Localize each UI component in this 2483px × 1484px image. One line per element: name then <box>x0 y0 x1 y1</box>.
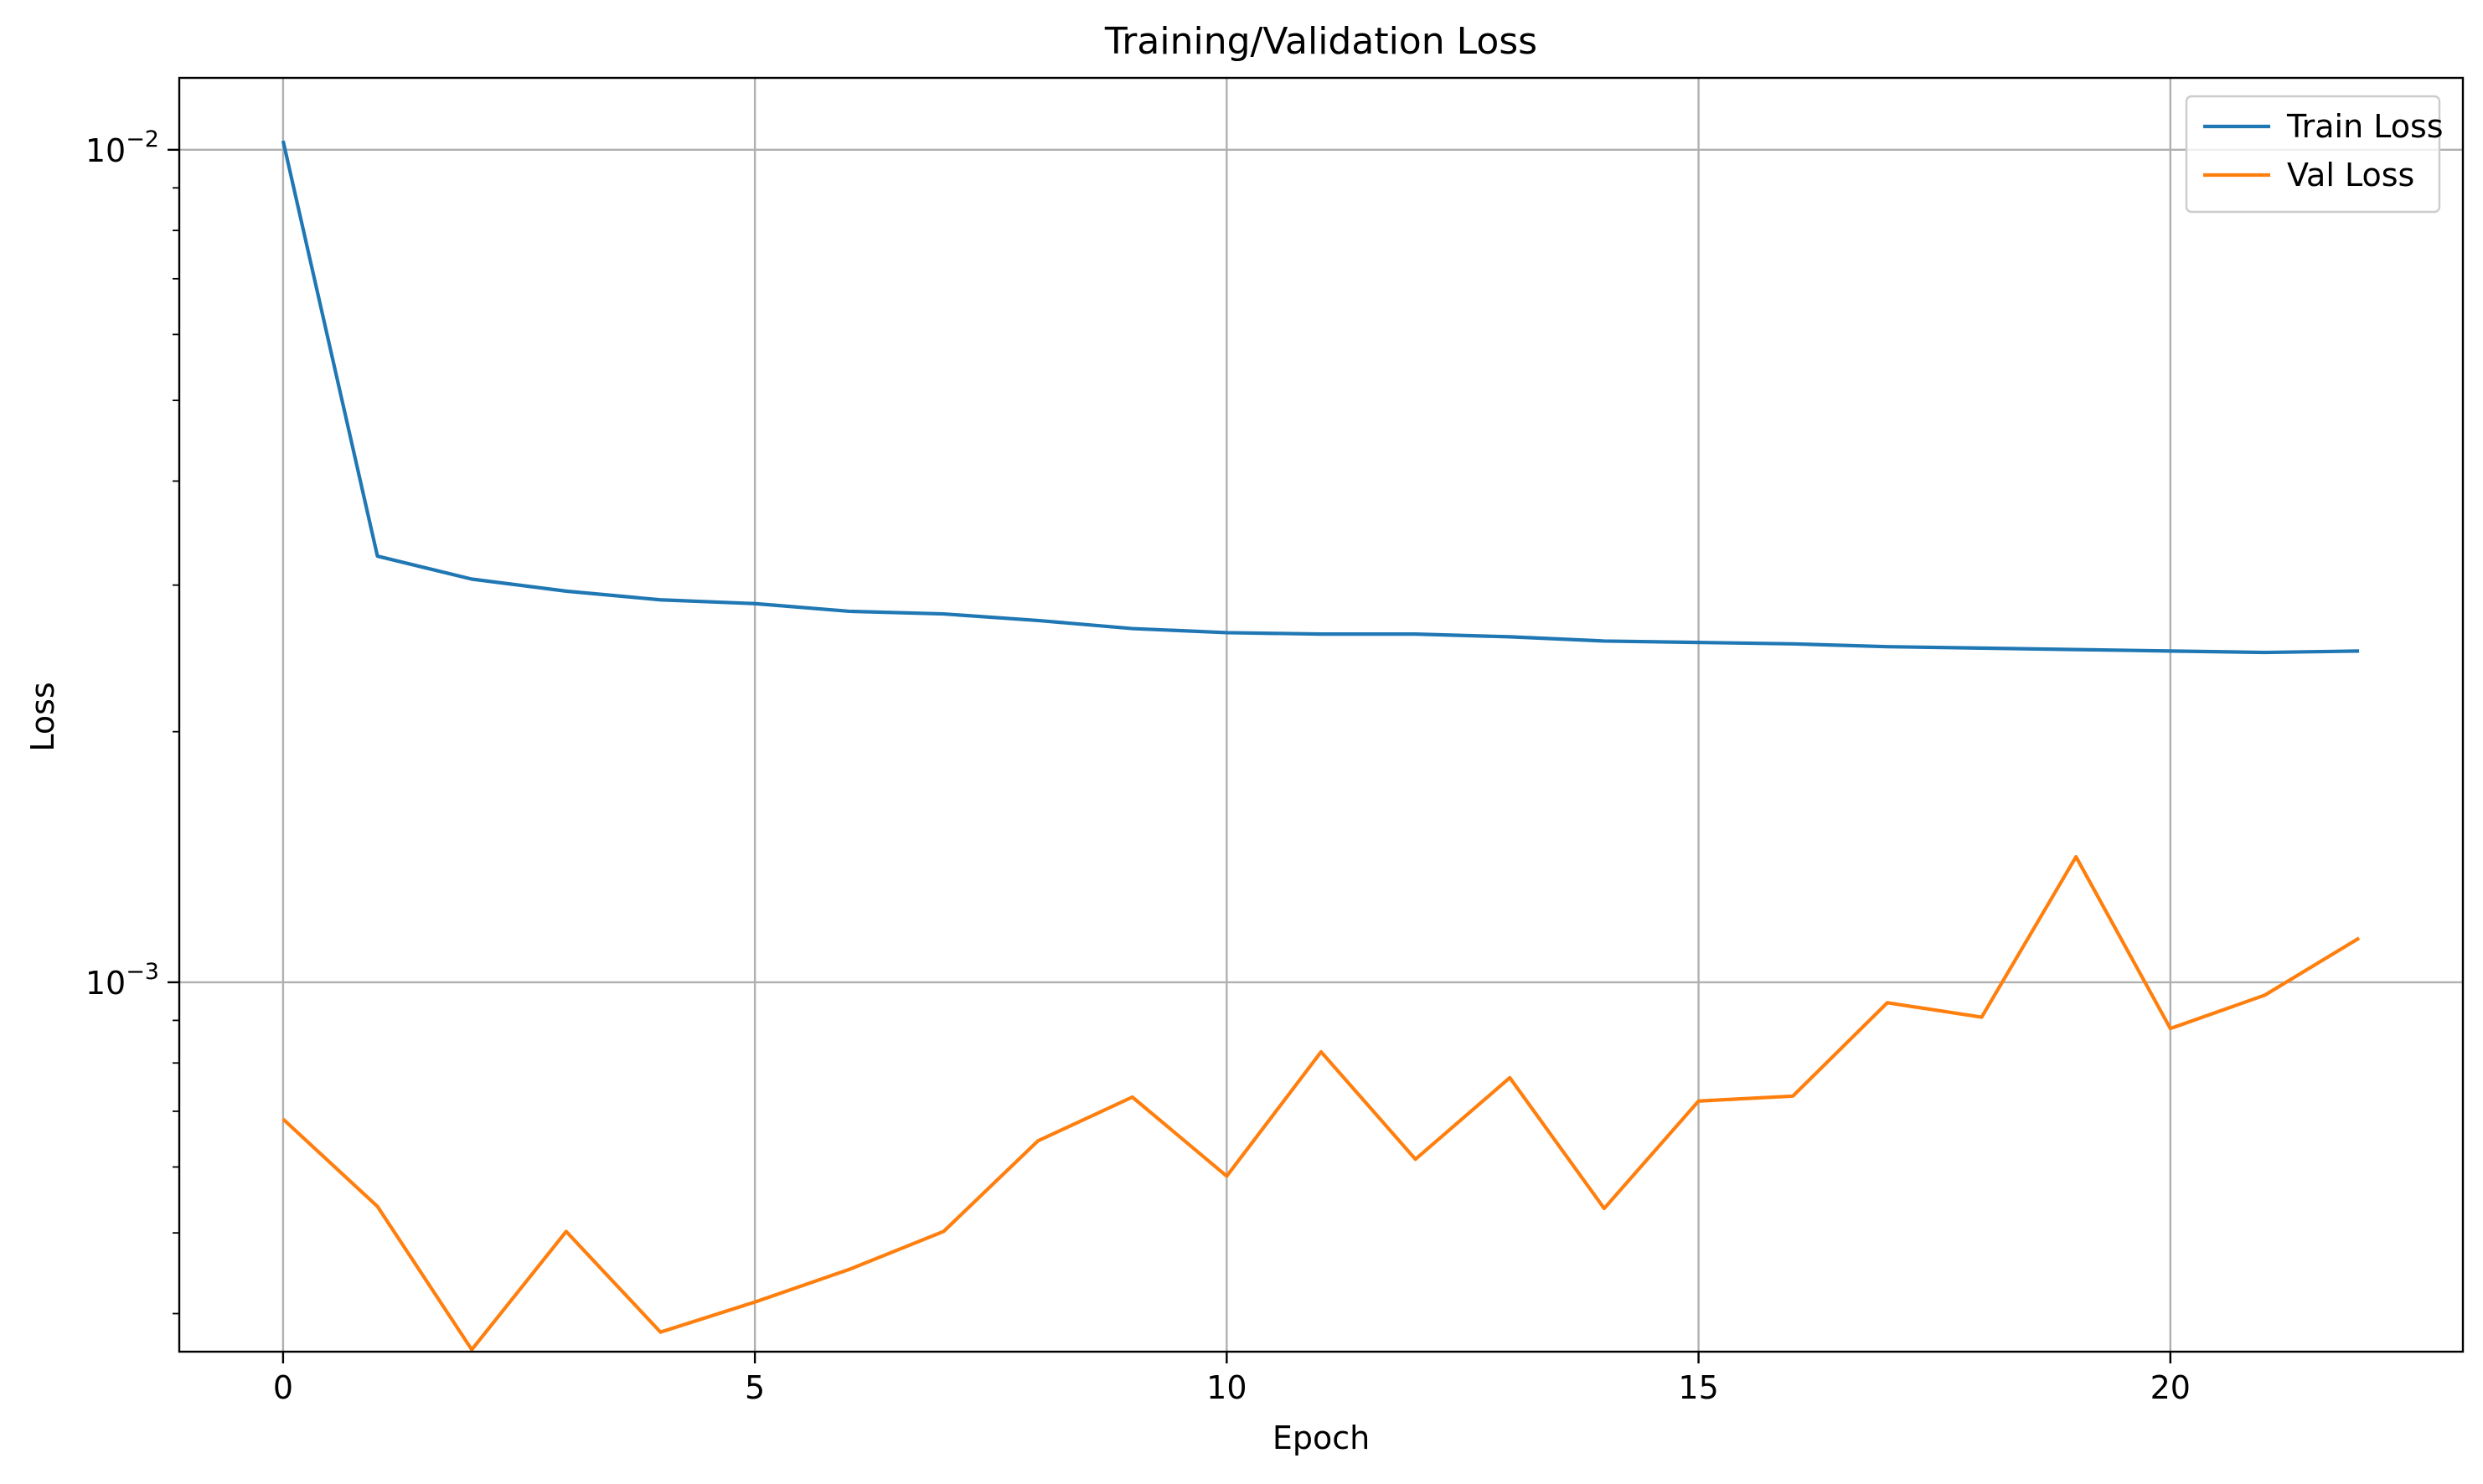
series-line-train-loss <box>281 140 2360 655</box>
legend: Train Loss Val Loss <box>2185 95 2444 214</box>
grid-layer <box>179 78 2463 1352</box>
x-tick-label: 5 <box>745 1369 765 1406</box>
y-tick-label: 10−3 <box>85 959 159 1002</box>
x-tick-label: 15 <box>1678 1369 1718 1406</box>
series-line-val-loss <box>281 854 2361 1352</box>
chart-title: Training/Validation Loss <box>1104 20 1537 63</box>
x-tick-label: 20 <box>2150 1369 2191 1406</box>
x-axis-label: Epoch <box>1272 1420 1370 1456</box>
series-layer <box>281 140 2361 1352</box>
legend-label: Val Loss <box>2287 157 2414 193</box>
legend-label: Train Loss <box>2286 108 2444 145</box>
tick-layer: 0 5 10 15 20 10−2 10−3 <box>85 126 2191 1406</box>
axes-frame <box>178 76 2465 1353</box>
x-tick-label: 0 <box>273 1369 293 1406</box>
y-tick-label: 10−2 <box>85 126 159 169</box>
x-tick-label: 10 <box>1206 1369 1247 1406</box>
y-axis-label: Loss <box>24 682 61 751</box>
